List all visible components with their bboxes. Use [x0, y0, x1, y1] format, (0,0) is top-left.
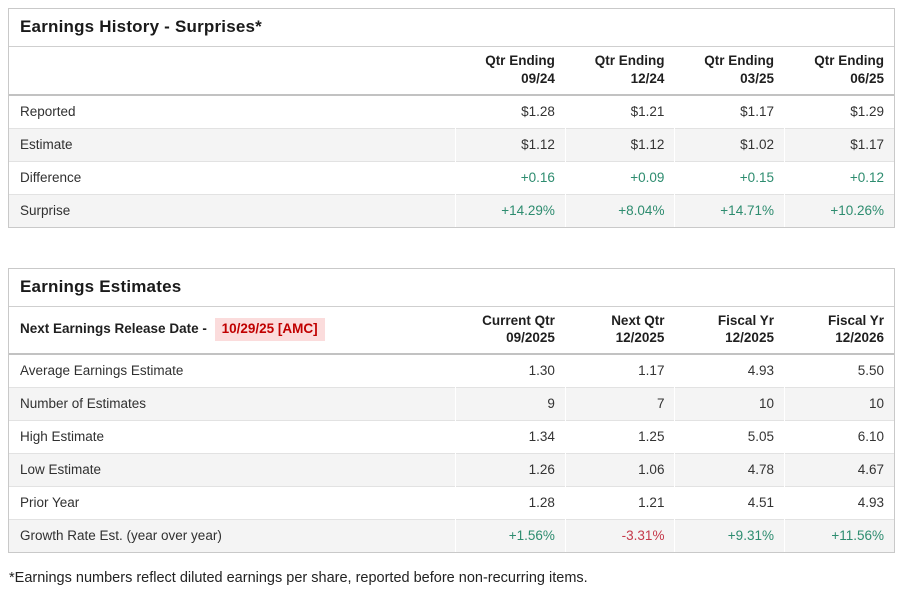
cell-value: 1.21 — [564, 486, 675, 520]
cell-value: $1.21 — [564, 94, 675, 129]
column-header-next-qtr: Next Qtr 12/2025 — [564, 306, 675, 356]
cell-value: 10 — [783, 387, 894, 421]
earnings-estimates-title: Earnings Estimates — [9, 269, 894, 307]
cell-value: $1.17 — [674, 94, 785, 129]
cell-value: 4.93 — [674, 354, 785, 388]
header-spacer — [9, 47, 456, 96]
cell-value: +0.12 — [783, 160, 894, 195]
table-row-surprise: Surprise +14.29% +8.04% +14.71% +10.26% — [9, 193, 894, 227]
cell-value: $1.12 — [455, 127, 566, 162]
column-header-current-qtr: Current Qtr 09/2025 — [455, 306, 566, 356]
earnings-estimates-table: Next Earnings Release Date - 10/29/25 [A… — [9, 306, 894, 553]
column-header-line1: Current Qtr — [482, 312, 555, 328]
cell-value: 7 — [564, 387, 675, 421]
column-header-q3: Qtr Ending 03/25 — [674, 47, 785, 96]
column-header-q4: Qtr Ending 06/25 — [783, 47, 894, 96]
cell-value: 4.67 — [783, 453, 894, 487]
column-header-line1: Qtr Ending — [485, 53, 555, 68]
cell-value: +14.29% — [455, 193, 566, 227]
table-row-low-estimate: Low Estimate 1.26 1.06 4.78 4.67 — [9, 453, 894, 487]
release-date-label: Next Earnings Release Date - — [20, 321, 207, 337]
cell-value: +8.04% — [564, 193, 675, 227]
column-header-line2: 09/2025 — [506, 330, 555, 346]
column-header-line1: Qtr Ending — [814, 53, 884, 68]
row-label: Average Earnings Estimate — [20, 363, 184, 379]
cell-value: 4.78 — [674, 453, 785, 487]
cell-value: 4.51 — [674, 486, 785, 520]
cell-value: +9.31% — [674, 519, 785, 553]
column-header-line2: 03/25 — [740, 70, 774, 86]
table-row-difference: Difference +0.16 +0.09 +0.15 +0.12 — [9, 160, 894, 195]
cell-value: +0.15 — [674, 160, 785, 195]
earnings-estimates-panel: Earnings Estimates Next Earnings Release… — [8, 267, 895, 554]
column-header-line2: 12/2025 — [615, 330, 665, 346]
cell-value: 4.93 — [783, 486, 894, 520]
table-row-average-estimate: Average Earnings Estimate 1.30 1.17 4.93… — [9, 354, 894, 388]
column-header-fiscal-yr-1: Fiscal Yr 12/2025 — [674, 306, 785, 356]
cell-value: 1.34 — [455, 420, 566, 454]
column-header-line2: 12/2025 — [725, 330, 774, 346]
cell-value: +1.56% — [455, 519, 566, 553]
column-header-line2: 12/2026 — [835, 330, 884, 346]
panel-spacer — [8, 228, 895, 268]
row-label: Estimate — [9, 127, 456, 162]
column-header-q1: Qtr Ending 09/24 — [455, 47, 566, 96]
column-header-line1: Next Qtr — [611, 312, 665, 328]
table-row-number-of-estimates: Number of Estimates 9 7 10 10 — [9, 387, 894, 421]
row-label: Prior Year — [9, 486, 456, 520]
cell-value: 1.25 — [564, 420, 675, 454]
cell-value: 6.10 — [783, 420, 894, 454]
column-header-line1: Fiscal Yr — [827, 312, 884, 328]
header-row: Next Earnings Release Date - 10/29/25 [A… — [9, 306, 894, 356]
table-row-estimate: Estimate $1.12 $1.12 $1.02 $1.17 — [9, 127, 894, 162]
cell-value: 1.06 — [564, 453, 675, 487]
cell-value: 1.30 — [455, 354, 566, 388]
cell-value: 5.50 — [783, 354, 894, 388]
column-header-q2: Qtr Ending 12/24 — [564, 47, 675, 96]
row-label: Number of Estimates — [9, 387, 456, 421]
row-label: Reported — [20, 103, 76, 119]
release-date-badge: 10/29/25 [AMC] — [214, 318, 325, 341]
column-header-line1: Fiscal Yr — [717, 312, 774, 328]
row-label: Growth Rate Est. (year over year) — [9, 519, 456, 553]
cell-value: 9 — [455, 387, 566, 421]
cell-value: +14.71% — [674, 193, 785, 227]
header-row: Qtr Ending 09/24 Qtr Ending 12/24 Qtr En… — [9, 47, 894, 96]
row-label: High Estimate — [9, 420, 456, 454]
row-label: Low Estimate — [9, 453, 456, 487]
column-header-line2: 06/25 — [850, 70, 884, 86]
cell-value: 1.28 — [455, 486, 566, 520]
earnings-history-title: Earnings History - Surprises* — [9, 9, 894, 47]
cell-value: $1.12 — [564, 127, 675, 162]
column-header-line1: Qtr Ending — [594, 53, 665, 68]
cell-value: 1.17 — [564, 354, 675, 388]
cell-value: 1.26 — [455, 453, 566, 487]
table-row-prior-year: Prior Year 1.28 1.21 4.51 4.93 — [9, 486, 894, 520]
cell-value: $1.17 — [783, 127, 894, 162]
cell-value: 5.05 — [674, 420, 785, 454]
cell-value: +11.56% — [783, 519, 894, 553]
cell-value: +0.16 — [455, 160, 566, 195]
column-header-line1: Qtr Ending — [704, 53, 774, 68]
cell-value: $1.28 — [455, 94, 566, 129]
table-row-growth-rate: Growth Rate Est. (year over year) +1.56%… — [9, 519, 894, 553]
earnings-footnote: *Earnings numbers reflect diluted earnin… — [9, 570, 588, 587]
cell-value: $1.29 — [783, 94, 894, 129]
cell-value: +10.26% — [783, 193, 894, 227]
cell-value: -3.31% — [564, 519, 675, 553]
column-header-line2: 12/24 — [630, 70, 665, 86]
row-label: Surprise — [9, 193, 456, 227]
table-row-reported: Reported $1.28 $1.21 $1.17 $1.29 — [9, 94, 894, 129]
next-earnings-release: Next Earnings Release Date - 10/29/25 [A… — [9, 306, 456, 356]
column-header-fiscal-yr-2: Fiscal Yr 12/2026 — [783, 306, 894, 356]
earnings-history-panel: Earnings History - Surprises* Qtr Ending… — [8, 8, 895, 228]
cell-value: $1.02 — [674, 127, 785, 162]
column-header-line2: 09/24 — [521, 70, 555, 86]
row-label: Difference — [9, 160, 456, 195]
cell-value: +0.09 — [564, 160, 675, 195]
table-row-high-estimate: High Estimate 1.34 1.25 5.05 6.10 — [9, 420, 894, 454]
earnings-history-table: Qtr Ending 09/24 Qtr Ending 12/24 Qtr En… — [9, 47, 894, 227]
cell-value: 10 — [674, 387, 785, 421]
